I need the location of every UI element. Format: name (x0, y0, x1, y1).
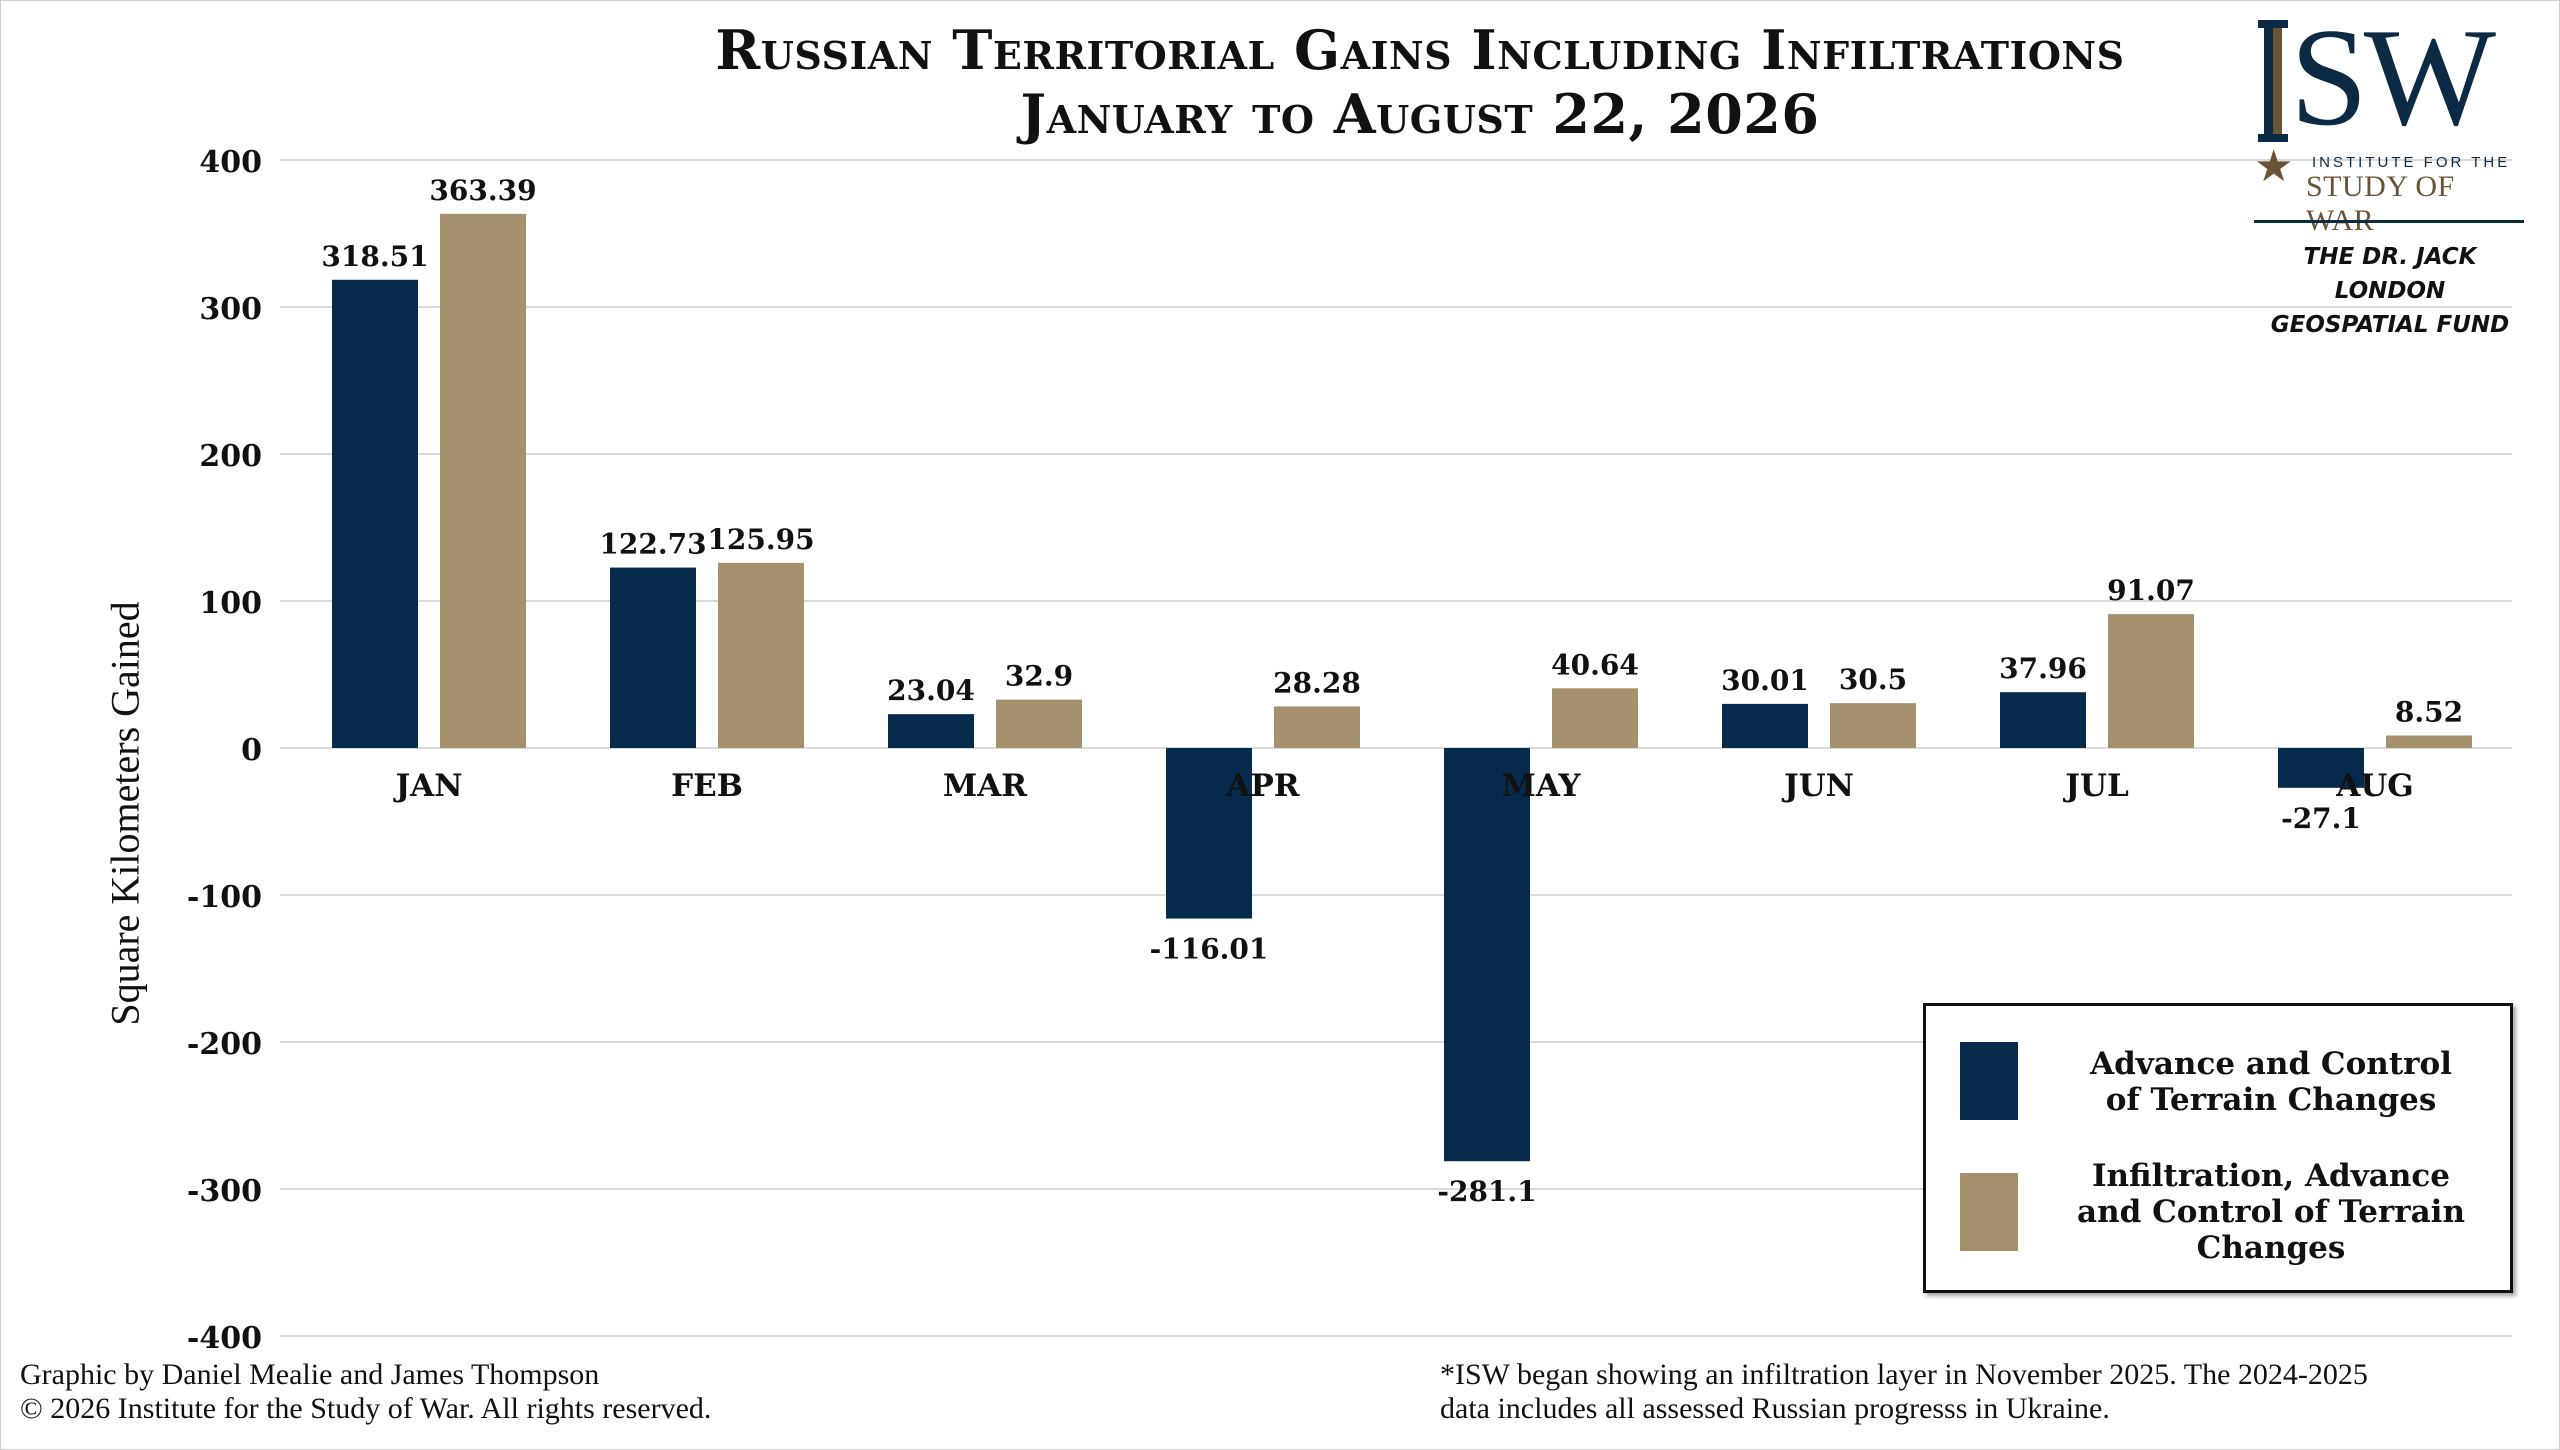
bar-infiltration (2386, 735, 2472, 748)
chart-title: Russian Territorial Gains Including Infi… (715, 18, 2125, 82)
bar-infiltration (1274, 706, 1360, 748)
data-label: 318.51 (321, 240, 428, 273)
bar-advance (332, 279, 418, 748)
bar-advance (2278, 748, 2364, 788)
footer-note-line-1: *ISW began showing an infiltration layer… (1440, 1358, 2368, 1391)
x-tick-label: FEB (671, 768, 743, 804)
chart-legend: Advance and Control of Terrain Changes I… (1923, 1003, 2513, 1293)
data-label: 8.52 (2395, 695, 2463, 728)
logo-subtitle-small: INSTITUTE FOR THE (2312, 154, 2511, 171)
bar-advance (2000, 692, 2086, 748)
isw-logo-wordmark: SW (2290, 0, 2496, 155)
x-tick-label: JAN (392, 768, 462, 804)
fund-line-2: GEOSPATIAL FUND (2270, 312, 2510, 338)
data-label: 32.9 (1005, 660, 1073, 693)
bar-advance (1722, 703, 1808, 748)
data-label: 30.01 (1721, 664, 1809, 697)
bar-infiltration (1830, 703, 1916, 748)
data-label: 37.96 (1999, 652, 2087, 685)
x-tick-label: JUL (2062, 768, 2129, 804)
y-tick-label: 200 (199, 439, 262, 474)
chart-subtitle: January to August 22, 2026 (1020, 82, 1820, 146)
footer-note-line-2: data includes all assessed Russian progr… (1440, 1392, 2110, 1425)
y-tick-label: 300 (199, 292, 262, 327)
data-label: 28.28 (1273, 666, 1361, 699)
y-tick-label: -300 (187, 1174, 262, 1209)
bar-infiltration (2108, 614, 2194, 748)
isw-logo-i-icon (2258, 20, 2288, 142)
fund-line-1: THE DR. JACK LONDON (2303, 244, 2477, 304)
data-label: -281.1 (1437, 1175, 1536, 1208)
y-tick-label: 0 (241, 733, 262, 768)
x-tick-label: MAR (943, 768, 1027, 804)
data-label: 40.64 (1551, 648, 1639, 681)
legend-label-infiltration: Infiltration, Advance and Control of Ter… (2077, 1158, 2465, 1266)
bar-advance (888, 714, 974, 748)
star-icon: ★ (2254, 141, 2294, 192)
bar-advance (610, 567, 696, 748)
bar-infiltration (1552, 688, 1638, 748)
bar-advance (1166, 748, 1252, 919)
data-label: -27.1 (2281, 802, 2361, 835)
data-label: 125.95 (707, 523, 814, 556)
fund-credit: THE DR. JACK LONDON GEOSPATIAL FUND (2250, 240, 2530, 342)
data-label: 23.04 (887, 674, 975, 707)
legend-label-advance: Advance and Control of Terrain Changes (2090, 1046, 2452, 1118)
footer-author: Graphic by Daniel Mealie and James Thomp… (20, 1358, 600, 1391)
y-tick-label: -400 (187, 1321, 262, 1356)
bar-advance (1444, 748, 1530, 1162)
bar-infiltration (718, 562, 804, 748)
legend-swatch-advance (1960, 1042, 2018, 1120)
logo-divider (2254, 220, 2524, 223)
y-tick-label: 100 (199, 586, 262, 621)
x-tick-label: APR (1225, 768, 1299, 804)
data-label: 122.73 (599, 528, 706, 561)
y-tick-label: -100 (187, 880, 262, 915)
data-label: 91.07 (2107, 574, 2195, 607)
x-tick-label: AUG (2335, 768, 2414, 804)
data-label: 363.39 (429, 174, 536, 207)
y-tick-label: 400 (199, 145, 262, 180)
data-label: -116.01 (1150, 933, 1269, 966)
footer-credits: Graphic by Daniel Mealie and James Thomp… (20, 1358, 711, 1426)
data-label: 30.5 (1839, 663, 1907, 696)
bar-infiltration (440, 213, 526, 748)
isw-logo: SW ★ INSTITUTE FOR THE STUDY OF WAR THE … (2250, 8, 2530, 338)
legend-swatch-infiltration (1960, 1173, 2018, 1251)
logo-subtitle-large: STUDY OF WAR (2306, 170, 2455, 237)
x-tick-label: JUN (1781, 768, 1854, 804)
x-tick-label: MAY (1502, 768, 1582, 804)
y-tick-label: -200 (187, 1027, 262, 1062)
footer-note: *ISW began showing an infiltration layer… (1440, 1358, 2520, 1426)
footer-copyright: © 2026 Institute for the Study of War. A… (20, 1392, 712, 1425)
bar-infiltration (996, 699, 1082, 748)
